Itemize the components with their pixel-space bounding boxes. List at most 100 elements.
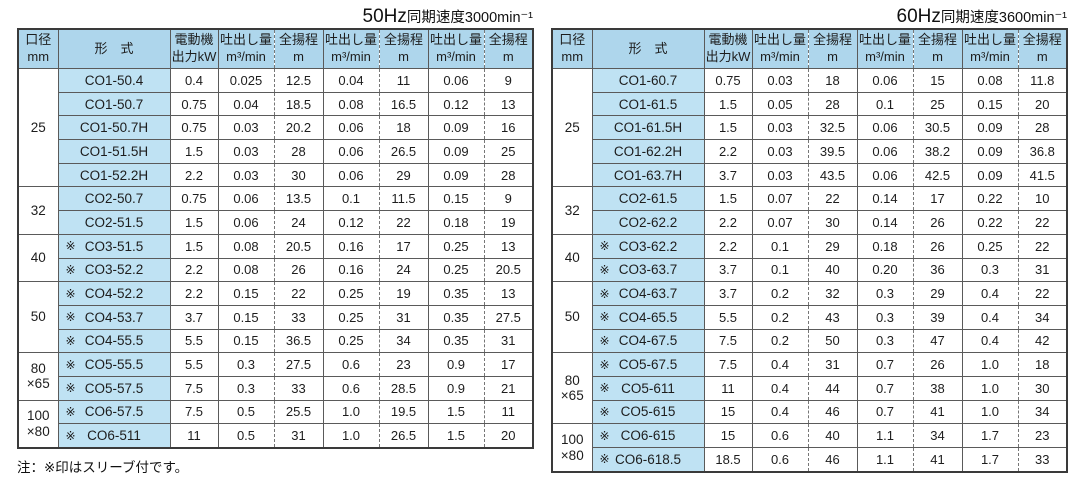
discharge-cell: 0.9 [427, 375, 485, 401]
discharge-cell: 0.1 [751, 257, 809, 283]
head-cell: 17 [378, 233, 429, 259]
discharge-cell: 0.06 [217, 186, 275, 212]
sleeve-note-60hz: 注：※印はスリーブ付です。 [551, 480, 1068, 484]
model-name: CO2-61.5 [618, 191, 678, 207]
motor-output-cell: 1.5 [169, 139, 219, 164]
discharge-cell: 0.7 [856, 375, 914, 401]
model-name: CO6-511 [87, 428, 141, 444]
head-cell: 32.5 [807, 115, 858, 141]
sleeve-mark: ※ [599, 286, 610, 301]
model-name: CO2-62.2 [618, 214, 678, 230]
column-header: 形 式 [57, 28, 171, 69]
model-cell: ※ CO4-63.7 [591, 281, 705, 306]
spec-row: CO1-52.2H 2.2 0.03 30 0.06 29 0.09 28 [18, 162, 534, 188]
spec-row: 50 ※ CO4-52.2 2.2 0.15 22 0.25 19 0.35 13 [17, 281, 534, 354]
model-name: CO2-50.7 [84, 191, 144, 207]
head-cell: 23 [378, 352, 429, 377]
column-header: 全揚程 m [1017, 28, 1068, 69]
discharge-cell: 0.03 [751, 162, 809, 188]
head-cell: 42 [1017, 328, 1068, 354]
spec-row: CO1-61.5H 1.5 0.03 32.5 0.06 30.5 0.09 28 [552, 115, 1068, 141]
column-header: 吐出し量 m³/min [856, 28, 914, 69]
spec-row: ※ CO3-63.7 3.7 0.1 40 0.20 36 0.3 31 [552, 257, 1068, 283]
discharge-cell: 0.4 [961, 304, 1019, 330]
head-cell: 27.5 [273, 352, 324, 377]
model-name: CO1-63.7H [613, 167, 683, 183]
head-cell: 36.5 [273, 328, 324, 354]
discharge-cell: 0.25 [427, 233, 485, 259]
head-cell: 44 [807, 375, 858, 401]
discharge-cell: 0.03 [751, 68, 809, 93]
sleeve-mark: ※ [65, 428, 76, 443]
motor-output-cell: 7.5 [703, 328, 753, 354]
frequency-label-50hz: 50Hz [362, 6, 407, 27]
head-cell: 11.8 [1017, 68, 1068, 93]
spec-row: CO1-63.7H 3.7 0.03 43.5 0.06 42.5 0.09 41.5 [552, 162, 1068, 188]
head-cell: 34 [378, 328, 429, 354]
head-cell: 26 [912, 233, 963, 259]
bore-size-cell: 100 ×80 [551, 423, 593, 473]
discharge-cell: 0.08 [322, 91, 380, 117]
spec-table-60hz-section: 60Hz同期速度3600min⁻¹ 口径 mm 形 式電動機 出力kW 吐出し量 m… [551, 5, 1068, 484]
motor-output-cell: 2.2 [703, 139, 753, 164]
discharge-cell: 0.35 [427, 328, 485, 354]
bore-size-cell: 40 [17, 233, 59, 283]
spec-row: ※ CO4-55.5 5.5 0.15 36.5 0.25 34 0.35 31 [18, 328, 534, 354]
discharge-cell: 0.04 [217, 91, 275, 117]
head-cell: 17 [912, 186, 963, 212]
head-cell: 24 [378, 257, 429, 283]
bore-size-cell: 25 [17, 67, 59, 188]
motor-output-cell: 3.7 [169, 304, 219, 330]
spec-row: CO1-50.7 0.75 0.04 18.5 0.08 16.5 0.12 13 [18, 91, 534, 117]
discharge-cell: 0.1 [322, 186, 380, 212]
spec-row: 80 ×65 ※ CO5-67.5 7.5 0.4 31 0.7 26 1.0 18 [551, 352, 1068, 425]
spec-row: 100 ×80 ※ CO6-615 15 0.6 40 1.1 34 1.7 23 [551, 423, 1068, 473]
discharge-cell: 0.03 [217, 162, 275, 188]
head-cell: 28 [807, 91, 858, 117]
model-cell: ※ CO6-618.5 [591, 446, 705, 473]
model-cell: CO2-62.2 [591, 210, 705, 235]
model-cell: CO1-50.4 [57, 68, 171, 93]
discharge-cell: 0.3 [856, 328, 914, 354]
head-cell: 36.8 [1017, 139, 1068, 164]
discharge-cell: 1.0 [961, 352, 1019, 377]
discharge-cell: 0.4 [961, 281, 1019, 306]
discharge-cell: 0.7 [856, 399, 914, 425]
discharge-cell: 0.06 [856, 162, 914, 188]
discharge-cell: 0.16 [322, 233, 380, 259]
discharge-cell: 0.06 [856, 68, 914, 93]
model-name: CO1-61.5H [613, 120, 683, 136]
motor-output-cell: 1.5 [703, 91, 753, 117]
model-cell: CO1-61.5 [591, 91, 705, 117]
discharge-cell: 0.1 [856, 91, 914, 117]
model-name: CO5-67.5 [618, 357, 678, 373]
head-cell: 33 [273, 375, 324, 401]
head-cell: 23 [1017, 423, 1068, 448]
column-header: 吐出し量 m³/min [217, 28, 275, 69]
discharge-cell: 0.6 [751, 423, 809, 448]
motor-output-cell: 7.5 [169, 399, 219, 425]
column-header: 全揚程 m [912, 28, 963, 69]
discharge-cell: 0.09 [427, 162, 485, 188]
sleeve-mark: ※ [65, 333, 76, 348]
head-cell: 25 [483, 139, 534, 164]
sleeve-mark: ※ [65, 310, 76, 325]
model-cell: CO1-50.7H [57, 115, 171, 141]
column-header: 全揚程 m [483, 28, 534, 69]
head-cell: 31 [1017, 257, 1068, 283]
discharge-cell: 0.09 [427, 139, 485, 164]
motor-output-cell: 2.2 [703, 210, 753, 235]
discharge-cell: 0.25 [961, 233, 1019, 259]
discharge-cell: 0.09 [961, 115, 1019, 141]
frequency-label-60hz: 60Hz [896, 6, 941, 27]
head-cell: 26.5 [378, 423, 429, 449]
spec-row: ※ CO4-53.7 3.7 0.15 33 0.25 31 0.35 27.5 [18, 304, 534, 330]
head-cell: 15 [912, 68, 963, 93]
spec-row: CO1-50.7H 0.75 0.03 20.2 0.06 18 0.09 16 [18, 115, 534, 141]
motor-output-cell: 5.5 [169, 352, 219, 377]
model-cell: ※ CO4-53.7 [57, 304, 171, 330]
bore-size-cell: 50 [551, 281, 593, 354]
head-cell: 26.5 [378, 139, 429, 164]
head-cell: 30 [1017, 375, 1068, 401]
head-cell: 29 [807, 233, 858, 259]
